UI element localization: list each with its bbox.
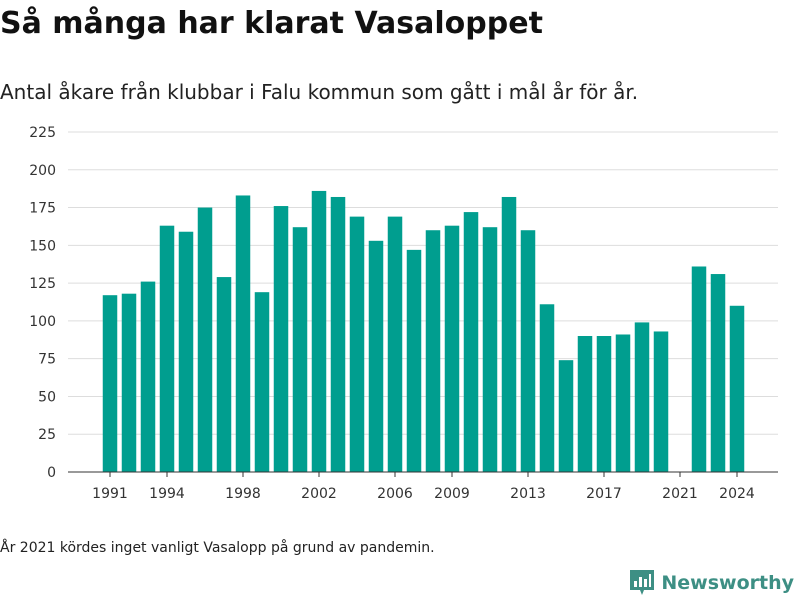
bar-2010 bbox=[463, 212, 479, 472]
bar-2008 bbox=[425, 230, 441, 472]
bar-2002 bbox=[311, 190, 327, 472]
bar-2011 bbox=[482, 227, 498, 472]
x-axis: 1991 1994 1998 2002 2006 2009 2013 2017 2021 2024 bbox=[68, 471, 778, 502]
x-tick-label: 2009 bbox=[434, 486, 470, 502]
bar-1992 bbox=[121, 293, 137, 472]
bar-2003 bbox=[330, 196, 346, 472]
brand-name: Newsworthy bbox=[661, 572, 794, 594]
y-tick-label: 100 bbox=[29, 314, 56, 330]
footnote: År 2021 kördes inget vanligt Vasalopp på… bbox=[0, 540, 435, 556]
x-tick-label: 2002 bbox=[301, 486, 337, 502]
bar-1991 bbox=[102, 295, 118, 472]
y-tick-label: 225 bbox=[29, 125, 56, 141]
bar-2014 bbox=[539, 304, 555, 472]
bar-2012 bbox=[501, 196, 517, 472]
bar-2004 bbox=[349, 216, 365, 472]
bar-2005 bbox=[368, 240, 384, 472]
bar-2017 bbox=[596, 336, 612, 472]
brand: Newsworthy bbox=[629, 568, 794, 598]
bar-2020 bbox=[653, 331, 669, 472]
y-tick-label: 0 bbox=[47, 465, 56, 481]
y-tick-label: 25 bbox=[38, 427, 56, 443]
bar-2023 bbox=[710, 274, 726, 472]
grid-lines bbox=[68, 131, 778, 435]
y-axis-labels: 0 25 50 75 100 125 150 175 200 225 bbox=[29, 125, 56, 481]
x-tick-label: 2021 bbox=[662, 486, 698, 502]
bar-2016 bbox=[577, 336, 593, 472]
bar-1998 bbox=[235, 195, 251, 472]
bar-2019 bbox=[634, 322, 650, 472]
bar-1997 bbox=[216, 277, 232, 472]
bar-2024 bbox=[729, 305, 745, 472]
x-tick-label: 1991 bbox=[92, 486, 128, 502]
bar-1995 bbox=[178, 231, 194, 472]
y-tick-label: 125 bbox=[29, 276, 56, 292]
bar-2007 bbox=[406, 249, 422, 472]
bar-2001 bbox=[292, 227, 308, 472]
bar-2018 bbox=[615, 334, 631, 472]
bars bbox=[102, 190, 745, 473]
x-tick-label: 2017 bbox=[586, 486, 622, 502]
bar-1999 bbox=[254, 292, 270, 472]
bar-1993 bbox=[140, 281, 156, 472]
chart-title: Så många har klarat Vasaloppet bbox=[0, 6, 543, 41]
bar-2015 bbox=[558, 360, 574, 472]
bar-1994 bbox=[159, 225, 175, 472]
x-tick-label: 1998 bbox=[225, 486, 261, 502]
bar-2009 bbox=[444, 225, 460, 472]
bar-2022 bbox=[691, 266, 707, 472]
bar-2013 bbox=[520, 230, 536, 472]
bar-1996 bbox=[197, 207, 213, 473]
y-tick-label: 175 bbox=[29, 201, 56, 217]
bar-2000 bbox=[273, 206, 289, 472]
x-tick-label: 2013 bbox=[510, 486, 546, 502]
y-tick-label: 200 bbox=[29, 163, 56, 179]
newsworthy-logo-icon bbox=[630, 570, 655, 595]
x-tick-label: 1994 bbox=[149, 486, 185, 502]
bar-chart: 0 25 50 75 100 125 150 175 200 225 1991 1994 1998 20… bbox=[29, 125, 778, 502]
bar-2006 bbox=[387, 216, 403, 472]
y-tick-label: 75 bbox=[38, 352, 56, 368]
x-tick-label: 2024 bbox=[719, 486, 755, 502]
y-tick-label: 150 bbox=[29, 238, 56, 254]
x-tick-label: 2006 bbox=[377, 486, 413, 502]
y-tick-label: 50 bbox=[38, 389, 56, 405]
chart-subtitle: Antal åkare från klubbar i Falu kommun s… bbox=[0, 80, 639, 104]
